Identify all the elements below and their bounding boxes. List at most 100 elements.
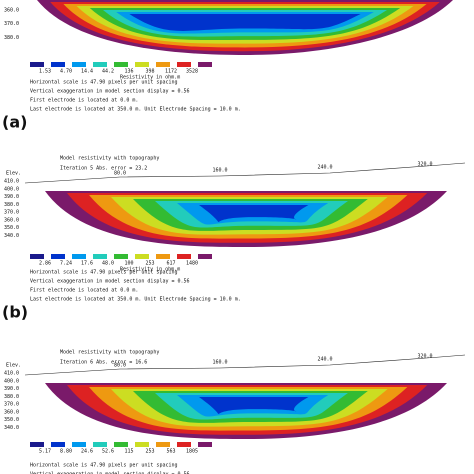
scale-swatch [51,62,65,67]
topography [24,354,466,376]
elevation-label: 380.0 [4,35,19,41]
scale-swatch [156,62,170,67]
scale-swatch [198,442,212,447]
electrode-label: 80.0 [114,171,126,177]
note: Horizontal scale is 47.90 pixels per uni… [30,463,178,469]
scale-swatch [177,62,191,67]
scale-swatch [156,442,170,447]
elevation-label: 410.0 [4,179,19,185]
scale-label: 5.17 [39,449,51,455]
elevation-label: 350.0 [4,417,19,423]
scale-label: 8.80 [60,449,72,455]
scale-swatch [198,254,212,259]
scale-label: 24.6 [81,449,93,455]
scale-swatch [114,62,128,67]
elevation-label: 350.0 [4,225,19,231]
elevation-label: 370.0 [4,21,19,27]
panel-label: (a) [2,113,27,132]
scale-label: 17.6 [81,261,93,267]
note: Last electrode is located at 350.0 m. Un… [30,107,241,113]
panel-label: (b) [2,303,28,322]
iteration: Iteration 5 Abs. error = 23.2 [60,166,147,172]
elev-label: Elev. [6,363,21,369]
scale-swatch [30,442,44,447]
note: Last electrode is located at 350.0 m. Un… [30,297,241,303]
note: First electrode is located at 0.0 m. [30,98,138,104]
scale-swatch [114,442,128,447]
scale-label: 1805 [186,449,198,455]
electrode-label: 320.0 [417,162,432,168]
electrode-label: 240.0 [317,357,332,363]
scale-label: 44.2 [102,69,114,75]
elevation-label: 400.0 [4,378,19,384]
section-layer [129,14,361,31]
scale-swatch [198,62,212,67]
scale-swatch [51,442,65,447]
scale-swatch [72,442,86,447]
elevation-label: 410.0 [4,371,19,377]
scale-label: 14.4 [81,69,93,75]
elev-label: Elev. [6,171,21,177]
scale-swatch [93,442,107,447]
note: Horizontal scale is 47.90 pixels per uni… [30,270,178,276]
panel-title: Model resistivity with topography [60,350,159,356]
elevation-label: 400.0 [4,186,19,192]
electrode-label: 160.0 [212,168,227,174]
elevation-label: 380.0 [4,394,19,400]
scale-title: Resistivity in ohm.m [120,267,180,273]
scale-swatch [135,442,149,447]
elevation-label: 360.0 [4,7,19,13]
scale-swatch [30,254,44,259]
scale-label: 1480 [186,261,198,267]
scale-swatch [72,62,86,67]
scale-label: 115 [124,449,133,455]
scale-swatch [93,254,107,259]
scale-label: 100 [124,261,133,267]
scale-swatch [135,62,149,67]
scale-label: 4.70 [60,69,72,75]
scale-swatch [30,62,44,67]
elevation-label: 340.0 [4,425,19,431]
elevation-label: 380.0 [4,202,19,208]
electrode-label: 320.0 [417,354,432,360]
scale-label: 253 [145,449,154,455]
electrode-label: 160.0 [212,360,227,366]
elevation-label: 370.0 [4,402,19,408]
electrode-label: 240.0 [317,165,332,171]
elevation-label: 340.0 [4,233,19,239]
scale-title: Resistivity in ohm.m [120,75,180,81]
note: First electrode is located at 0.0 m. [30,288,138,294]
scale-label: 3528 [186,69,198,75]
note: Vertical exaggeration in model section d… [30,279,190,285]
iteration: Iteration 6 Abs. error = 16.6 [60,360,147,366]
scale-swatch [177,254,191,259]
scale-label: 1.53 [39,69,51,75]
scale-swatch [114,254,128,259]
scale-label: 563 [166,449,175,455]
scale-label: 48.0 [102,261,114,267]
section-layer [199,397,309,415]
scale-label: 7.24 [60,261,72,267]
scale-label: 253 [145,261,154,267]
note: Vertical exaggeration in model section d… [30,89,190,95]
scale-swatch [135,254,149,259]
note: Horizontal scale is 47.90 pixels per uni… [30,80,178,86]
scale-swatch [177,442,191,447]
elevation-label: 360.0 [4,217,19,223]
scale-swatch [156,254,170,259]
panel-title: Model resistivity with topography [60,156,159,162]
elevation-label: 370.0 [4,210,19,216]
elevation-label: 390.0 [4,386,19,392]
scale-label: 52.6 [102,449,114,455]
note: Vertical exaggeration in model section d… [30,472,190,474]
section-layer [199,205,309,223]
topography [24,162,466,184]
elevation-label: 390.0 [4,194,19,200]
scale-label: 136 [124,69,133,75]
scale-label: 2.86 [39,261,51,267]
scale-swatch [51,254,65,259]
scale-swatch [72,254,86,259]
elevation-label: 360.0 [4,409,19,415]
scale-label: 617 [166,261,175,267]
